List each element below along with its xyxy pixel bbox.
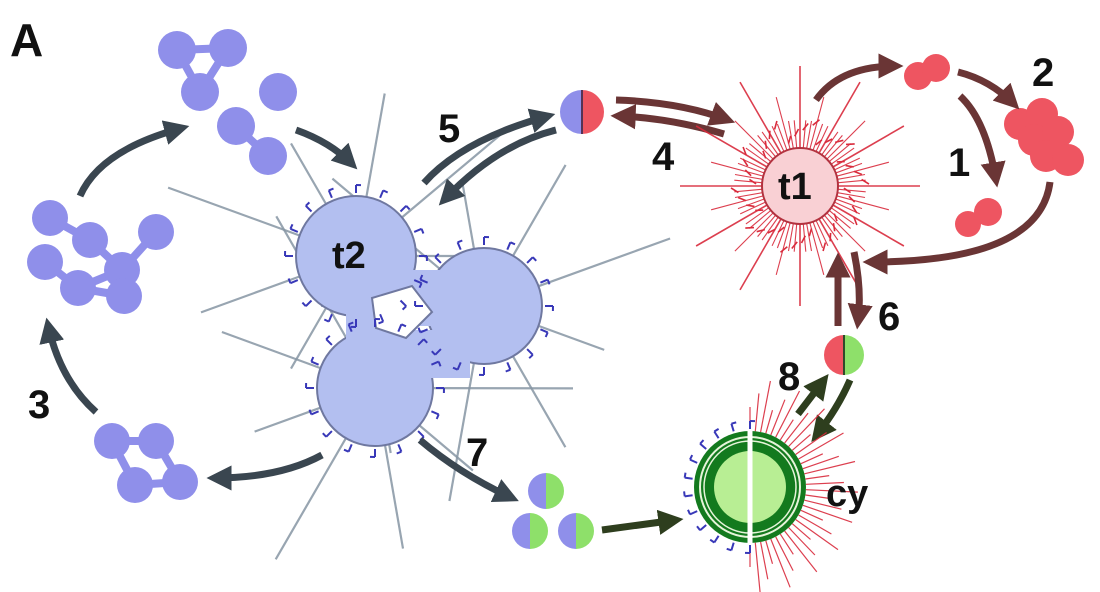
gamete-blue-red	[560, 90, 604, 134]
blue-cluster-bottom	[94, 423, 198, 503]
arrow-gametes-to-cyst	[601, 509, 684, 535]
blue-cluster-left	[27, 200, 174, 314]
cyst-blue-hooks	[683, 420, 756, 554]
t1-label: t1	[778, 166, 812, 208]
step-6-label: 6	[878, 295, 900, 339]
arrow-cyst-to-gamete	[795, 373, 829, 417]
cy-label: cy	[826, 473, 868, 515]
arrow-gamete-to-t2	[438, 126, 557, 206]
step-7-label: 7	[466, 431, 488, 475]
red-pair-top	[904, 54, 950, 90]
arrow-gamete-to-t1	[615, 96, 736, 126]
arrow-t2-to-gamete	[421, 108, 556, 186]
t2-spikes	[167, 93, 671, 560]
panel-label: A	[10, 14, 43, 66]
step-1-label: 1	[948, 141, 970, 185]
arrow-bottom-to-left	[39, 317, 99, 415]
red-cluster	[1004, 98, 1084, 176]
step-4-label: 4	[652, 135, 675, 179]
arrow-pair-down	[957, 93, 1006, 188]
t1-spikes	[680, 66, 920, 306]
arrow-cluster-to-t1	[862, 181, 1054, 275]
step-2-label: 2	[1032, 51, 1054, 95]
step-3-label: 3	[28, 383, 50, 427]
blue-cluster-top	[158, 29, 297, 175]
arrow-left-to-top	[76, 120, 190, 198]
step-8-label: 8	[778, 355, 800, 399]
arrow-t2-to-bottom	[206, 451, 324, 491]
arrow-t1-to-gamete-down	[847, 251, 873, 330]
arrow-t1-to-gamete	[610, 104, 725, 138]
arrow-gamete-to-cyst	[811, 378, 854, 442]
t2-cell	[295, 195, 543, 447]
t2-label: t2	[332, 235, 366, 277]
gamete-blue-green-2	[512, 513, 548, 549]
arrow-t2-to-gametes	[417, 437, 519, 503]
arrow-top-to-t2	[294, 126, 358, 170]
step-5-label: 5	[438, 107, 460, 151]
t1-cell	[761, 147, 839, 225]
cyst	[694, 426, 806, 548]
gamete-blue-green-1	[528, 473, 564, 509]
gamete-blue-green-3	[558, 513, 594, 549]
red-pair-bottom	[955, 198, 1002, 237]
cyst-spikes	[749, 380, 858, 592]
gamete-red-green	[824, 335, 864, 375]
arrow-pair-to-cluster	[957, 68, 1020, 110]
arrow-t1-to-red-pair	[813, 53, 904, 103]
t2-surface-hooks	[284, 184, 554, 458]
